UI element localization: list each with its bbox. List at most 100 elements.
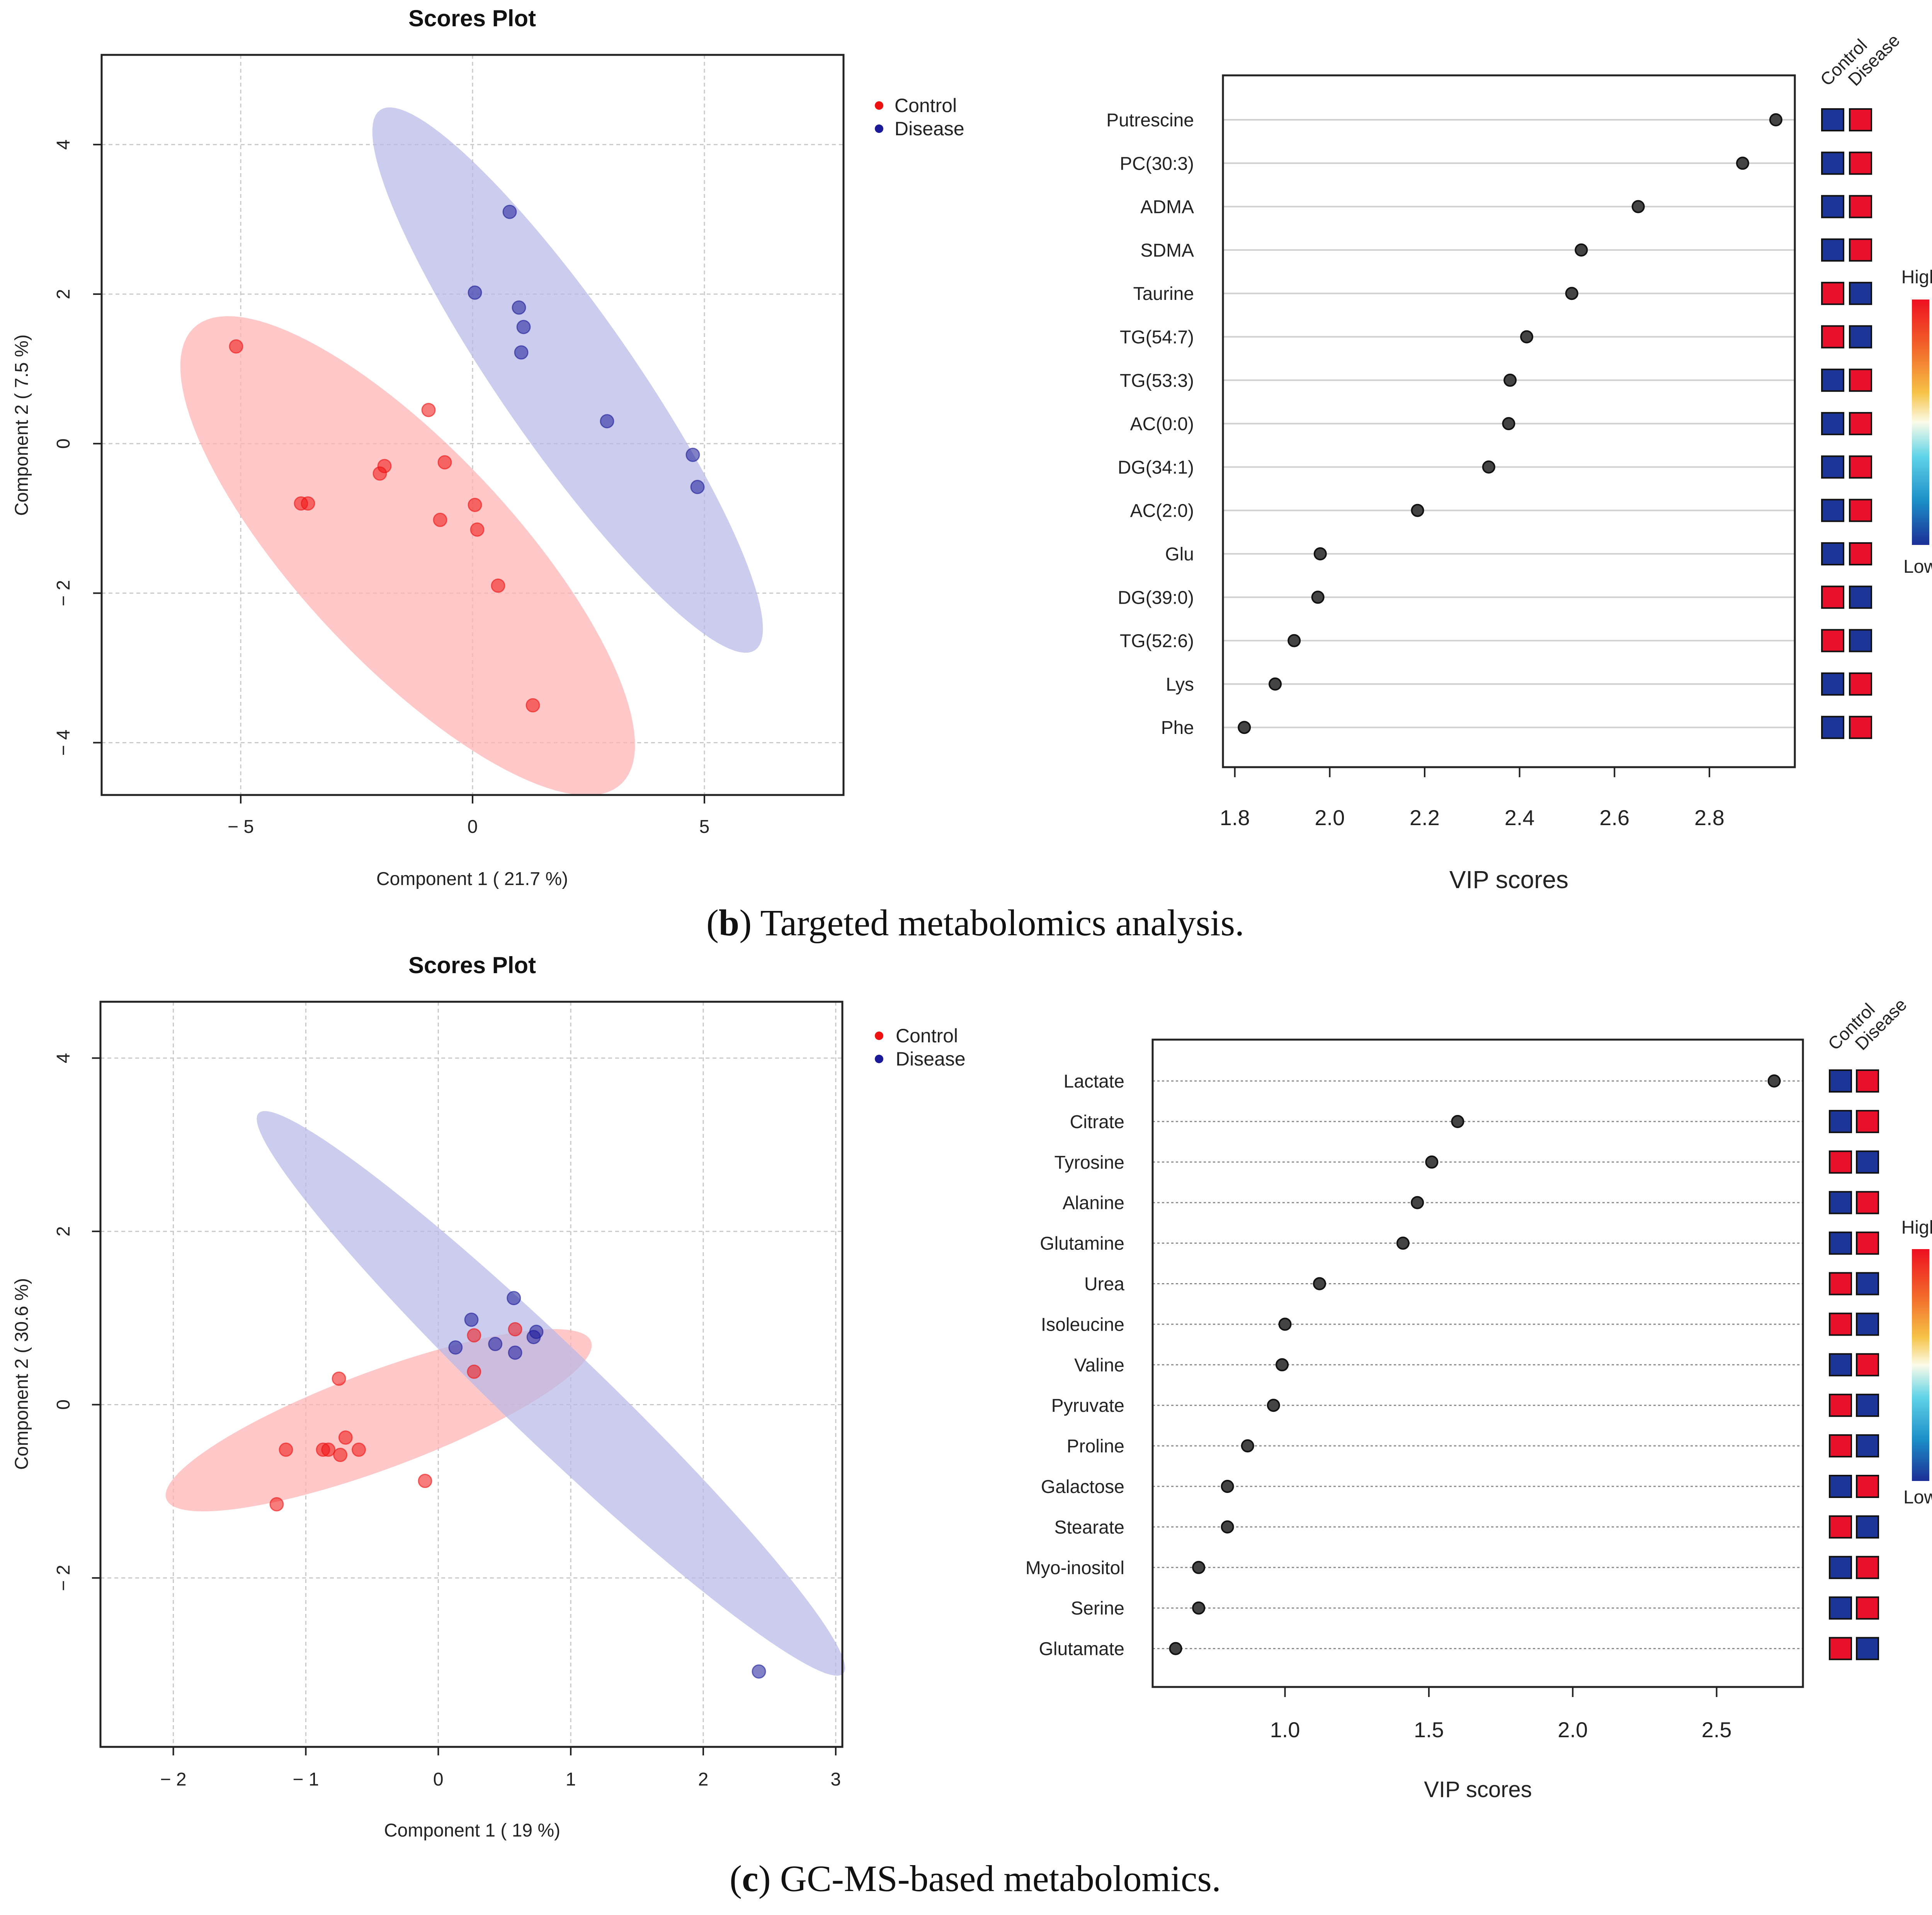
b-scores-ellipses [180, 107, 763, 795]
x-tick-label: − 1 [293, 1769, 319, 1790]
metabolite-label: Glu [1165, 544, 1194, 565]
vip-point [1502, 417, 1515, 431]
metabolite-label: Serine [1071, 1598, 1124, 1619]
disease-heat-cell [1849, 672, 1872, 696]
control-point [352, 1442, 366, 1457]
metabolite-label: Lys [1166, 674, 1194, 695]
b-vip-frame [1222, 74, 1796, 768]
disease-point [685, 448, 700, 462]
x-tick-label: 2.4 [1505, 805, 1535, 830]
metabolite-label: Taurine [1133, 284, 1194, 304]
disease-confidence-ellipse [372, 107, 763, 653]
metabolite-label: Glutamate [1039, 1639, 1124, 1660]
b-legend-disease-dot [875, 124, 883, 133]
vip-point [1192, 1601, 1206, 1615]
disease-heat-cell [1856, 1191, 1879, 1214]
disease-point [488, 1337, 503, 1352]
metabolite-label: Urea [1084, 1274, 1124, 1295]
metabolite-label: DG(34:1) [1118, 457, 1194, 478]
metabolite-label: AC(0:0) [1130, 414, 1194, 434]
vip-point [1411, 504, 1424, 517]
control-point [468, 497, 482, 512]
control-point [418, 1474, 432, 1488]
x-tick-label: 2.0 [1558, 1718, 1588, 1742]
control-point [333, 1447, 348, 1462]
control-heat-cell [1829, 1515, 1852, 1539]
metabolite-label: Isoleucine [1041, 1314, 1124, 1335]
metabolite-label: ADMA [1140, 197, 1194, 218]
control-heat-cell [1821, 716, 1844, 739]
b-vip-xlabel: VIP scores [1449, 866, 1568, 894]
disease-heat-cell [1849, 542, 1872, 565]
control-heat-cell [1829, 1150, 1852, 1174]
disease-heat-cell [1856, 1556, 1879, 1579]
vip-point [1276, 1358, 1289, 1372]
vip-point [1278, 1318, 1292, 1331]
vip-point [1451, 1115, 1464, 1128]
disease-heat-cell [1856, 1596, 1879, 1620]
vip-point [1631, 200, 1645, 213]
disease-point [690, 480, 705, 494]
disease-heat-cell [1856, 1637, 1879, 1660]
control-heat-cell [1821, 238, 1844, 262]
c-scores-ellipses [165, 1111, 845, 1676]
vip-point [1482, 460, 1495, 474]
y-tick-label: 4 [53, 140, 74, 150]
y-tick-label: 0 [53, 439, 74, 449]
b-vip-low-label: Low [1903, 557, 1932, 577]
control-confidence-ellipse [180, 316, 635, 795]
disease-heat-cell [1856, 1312, 1879, 1336]
vip-point [1192, 1561, 1206, 1574]
disease-heat-cell [1849, 716, 1872, 739]
c-vip-xlabel: VIP scores [1424, 1777, 1532, 1802]
b-legend-control-dot [875, 101, 883, 110]
control-point [467, 1328, 481, 1343]
vip-point [1287, 634, 1301, 647]
b-vip-ticks: 1.8 2.0 2.2 2.4 2.6 2.8 [1220, 767, 1725, 830]
control-heat-cell [1821, 368, 1844, 392]
control-heat-cell [1829, 1596, 1852, 1620]
b-vip-color-scale [1912, 300, 1929, 545]
metabolite-label: Myo-inositol [1026, 1558, 1124, 1578]
metabolite-label: Galactose [1041, 1477, 1124, 1497]
vip-point [1267, 1399, 1280, 1412]
disease-confidence-ellipse [257, 1111, 845, 1676]
disease-heat-cell [1849, 412, 1872, 436]
control-heat-cell [1829, 1069, 1852, 1093]
b-scores-ticks: − 5 0 5 − 4 − 2 0 2 4 [53, 140, 709, 837]
metabolite-label: Proline [1067, 1436, 1124, 1457]
control-heat-cell [1829, 1312, 1852, 1336]
metabolite-label: Stearate [1054, 1517, 1124, 1538]
b-legend-disease-label: Disease [895, 118, 964, 140]
vip-point [1520, 330, 1534, 344]
disease-heat-cell [1856, 1231, 1879, 1255]
disease-heat-cell [1856, 1353, 1879, 1377]
control-point [470, 522, 485, 537]
metabolite-label: Valine [1074, 1355, 1124, 1375]
control-point [467, 1364, 481, 1379]
b-vip-rows: Putrescine PC(30:3) ADMA SDMA Taurine TG(54:7… [1106, 108, 1872, 739]
disease-heat-cell [1856, 1515, 1879, 1539]
disease-point [752, 1664, 766, 1679]
x-tick-label: 1.5 [1414, 1718, 1444, 1742]
c-scores-title: Scores Plot [408, 952, 536, 978]
disease-heat-cell [1856, 1069, 1879, 1093]
metabolite-label: TG(54:7) [1120, 327, 1194, 348]
metabolite-label: Lactate [1064, 1071, 1124, 1092]
c-vip-high-label: High [1901, 1217, 1932, 1238]
disease-heat-cell [1856, 1272, 1879, 1295]
c-scores-plot: Scores Plot − 2 − 1 0 1 2 3 − 2 0 2 4 Component 1… [12, 952, 966, 1841]
vip-point [1565, 287, 1578, 300]
control-heat-cell [1829, 1475, 1852, 1498]
disease-point [507, 1291, 521, 1306]
control-point [338, 1430, 353, 1445]
vip-point [1425, 1155, 1439, 1169]
c-scores-points [269, 1291, 766, 1679]
vip-point [1396, 1236, 1410, 1250]
disease-heat-cell [1856, 1110, 1879, 1133]
c-scores-ylabel: Component 2 ( 30.6 %) [12, 1278, 32, 1470]
metabolite-label: Alanine [1063, 1193, 1124, 1214]
c-vip-frame [1151, 1038, 1804, 1688]
c-legend-disease-label: Disease [896, 1048, 966, 1070]
metabolite-label: PC(30:3) [1120, 153, 1194, 174]
